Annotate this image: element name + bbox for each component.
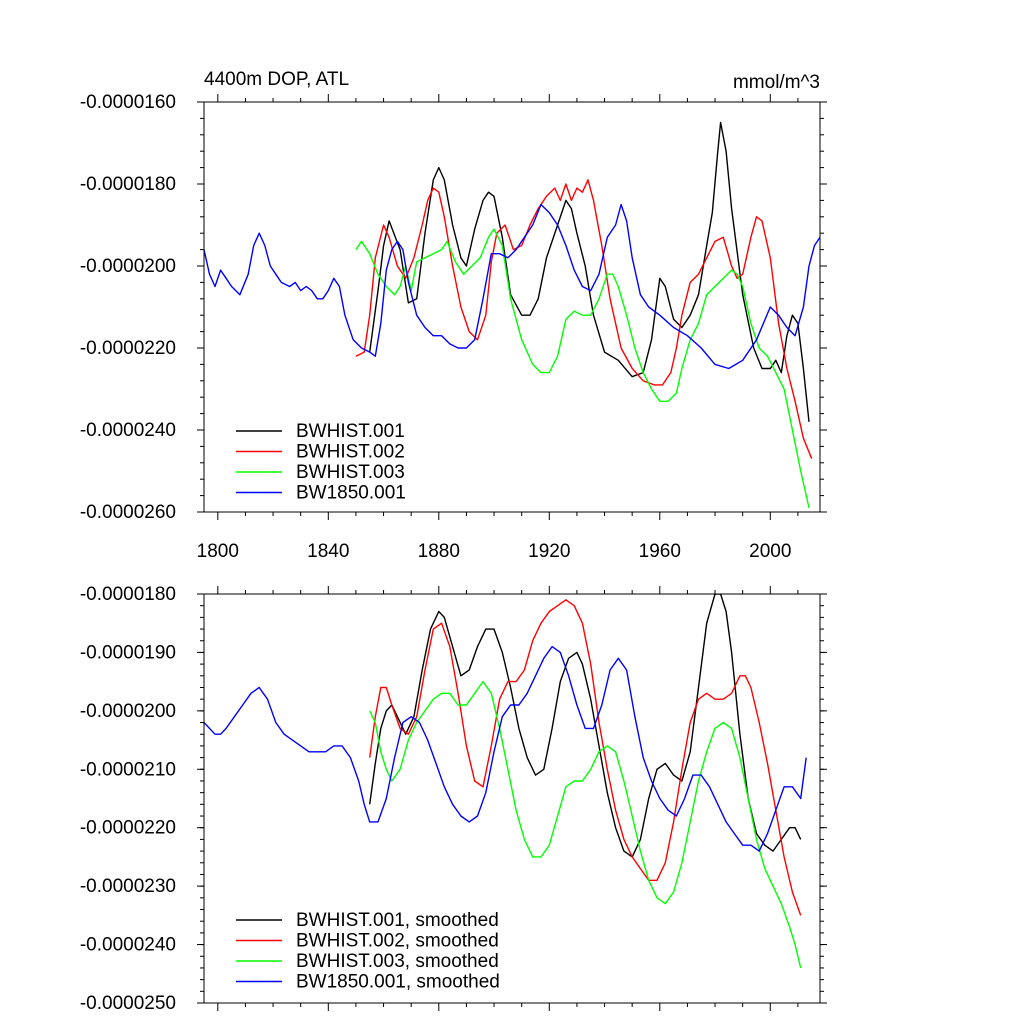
- y-tick-label: -0.0000220: [80, 338, 176, 359]
- x-tick-label: 1840: [307, 541, 349, 562]
- y-tick-label: -0.0000200: [80, 701, 176, 722]
- series-line-bwhist-003: [369, 680, 802, 969]
- x-tick-label: 1800: [197, 541, 239, 562]
- legend-label-bw1850-001: BW1850.001, smoothed: [296, 972, 500, 993]
- y-tick-label: -0.0000240: [80, 420, 176, 441]
- legend-label-bwhist-001: BWHIST.001, smoothed: [296, 910, 499, 931]
- plot-frame: [203, 101, 821, 513]
- y-tick-label: -0.0000230: [80, 876, 176, 897]
- y-tick-label: -0.0000160: [80, 92, 176, 113]
- series-line-bwhist-002: [369, 599, 802, 916]
- series-line-bwhist-002: [355, 179, 813, 459]
- series-line-bwhist-003: [355, 228, 810, 509]
- y-tick-label: -0.0000180: [80, 584, 176, 605]
- legend-label-bwhist-003: BWHIST.003: [296, 462, 405, 483]
- x-tick-label: 2000: [749, 541, 791, 562]
- legend-label-bwhist-001: BWHIST.001: [296, 421, 405, 442]
- x-tick-label: 1880: [418, 541, 460, 562]
- series-line-bw1850-001: [204, 203, 820, 370]
- legend-label-bwhist-002: BWHIST.002: [296, 442, 405, 463]
- legend-label-bwhist-003: BWHIST.003, smoothed: [296, 951, 499, 972]
- legend-label-bwhist-002: BWHIST.002, smoothed: [296, 931, 499, 952]
- y-tick-label: -0.0000210: [80, 759, 176, 780]
- bottom-panel: -0.0000180 -0.0000190 -0.0000200 -0.0000210…: [80, 584, 827, 1014]
- y-tick-label: -0.0000250: [80, 993, 176, 1014]
- series-line-bwhist-001: [369, 594, 802, 858]
- y-tick-label: -0.0000240: [80, 935, 176, 956]
- y-tick-label: -0.0000200: [80, 256, 176, 277]
- chart-title: 4400m DOP, ATL: [204, 69, 349, 90]
- series-group: [204, 594, 807, 969]
- series-line-bw1850-001: [204, 645, 807, 852]
- y-tick-label: -0.0000190: [80, 642, 176, 663]
- units-label: mmol/m^3: [733, 72, 820, 93]
- x-tick-label: 1920: [528, 541, 570, 562]
- top-panel: -0.0000160 -0.0000180 -0.0000200 -0.0000220…: [80, 69, 827, 562]
- y-tick-label: -0.0000260: [80, 502, 176, 523]
- y-tick-label: -0.0000220: [80, 818, 176, 839]
- plot-frame: [203, 593, 821, 1004]
- legend-label-bw1850-001: BW1850.001: [296, 483, 406, 504]
- x-tick-label: 1960: [639, 541, 681, 562]
- series-group: [204, 121, 820, 509]
- y-tick-label: -0.0000180: [80, 174, 176, 195]
